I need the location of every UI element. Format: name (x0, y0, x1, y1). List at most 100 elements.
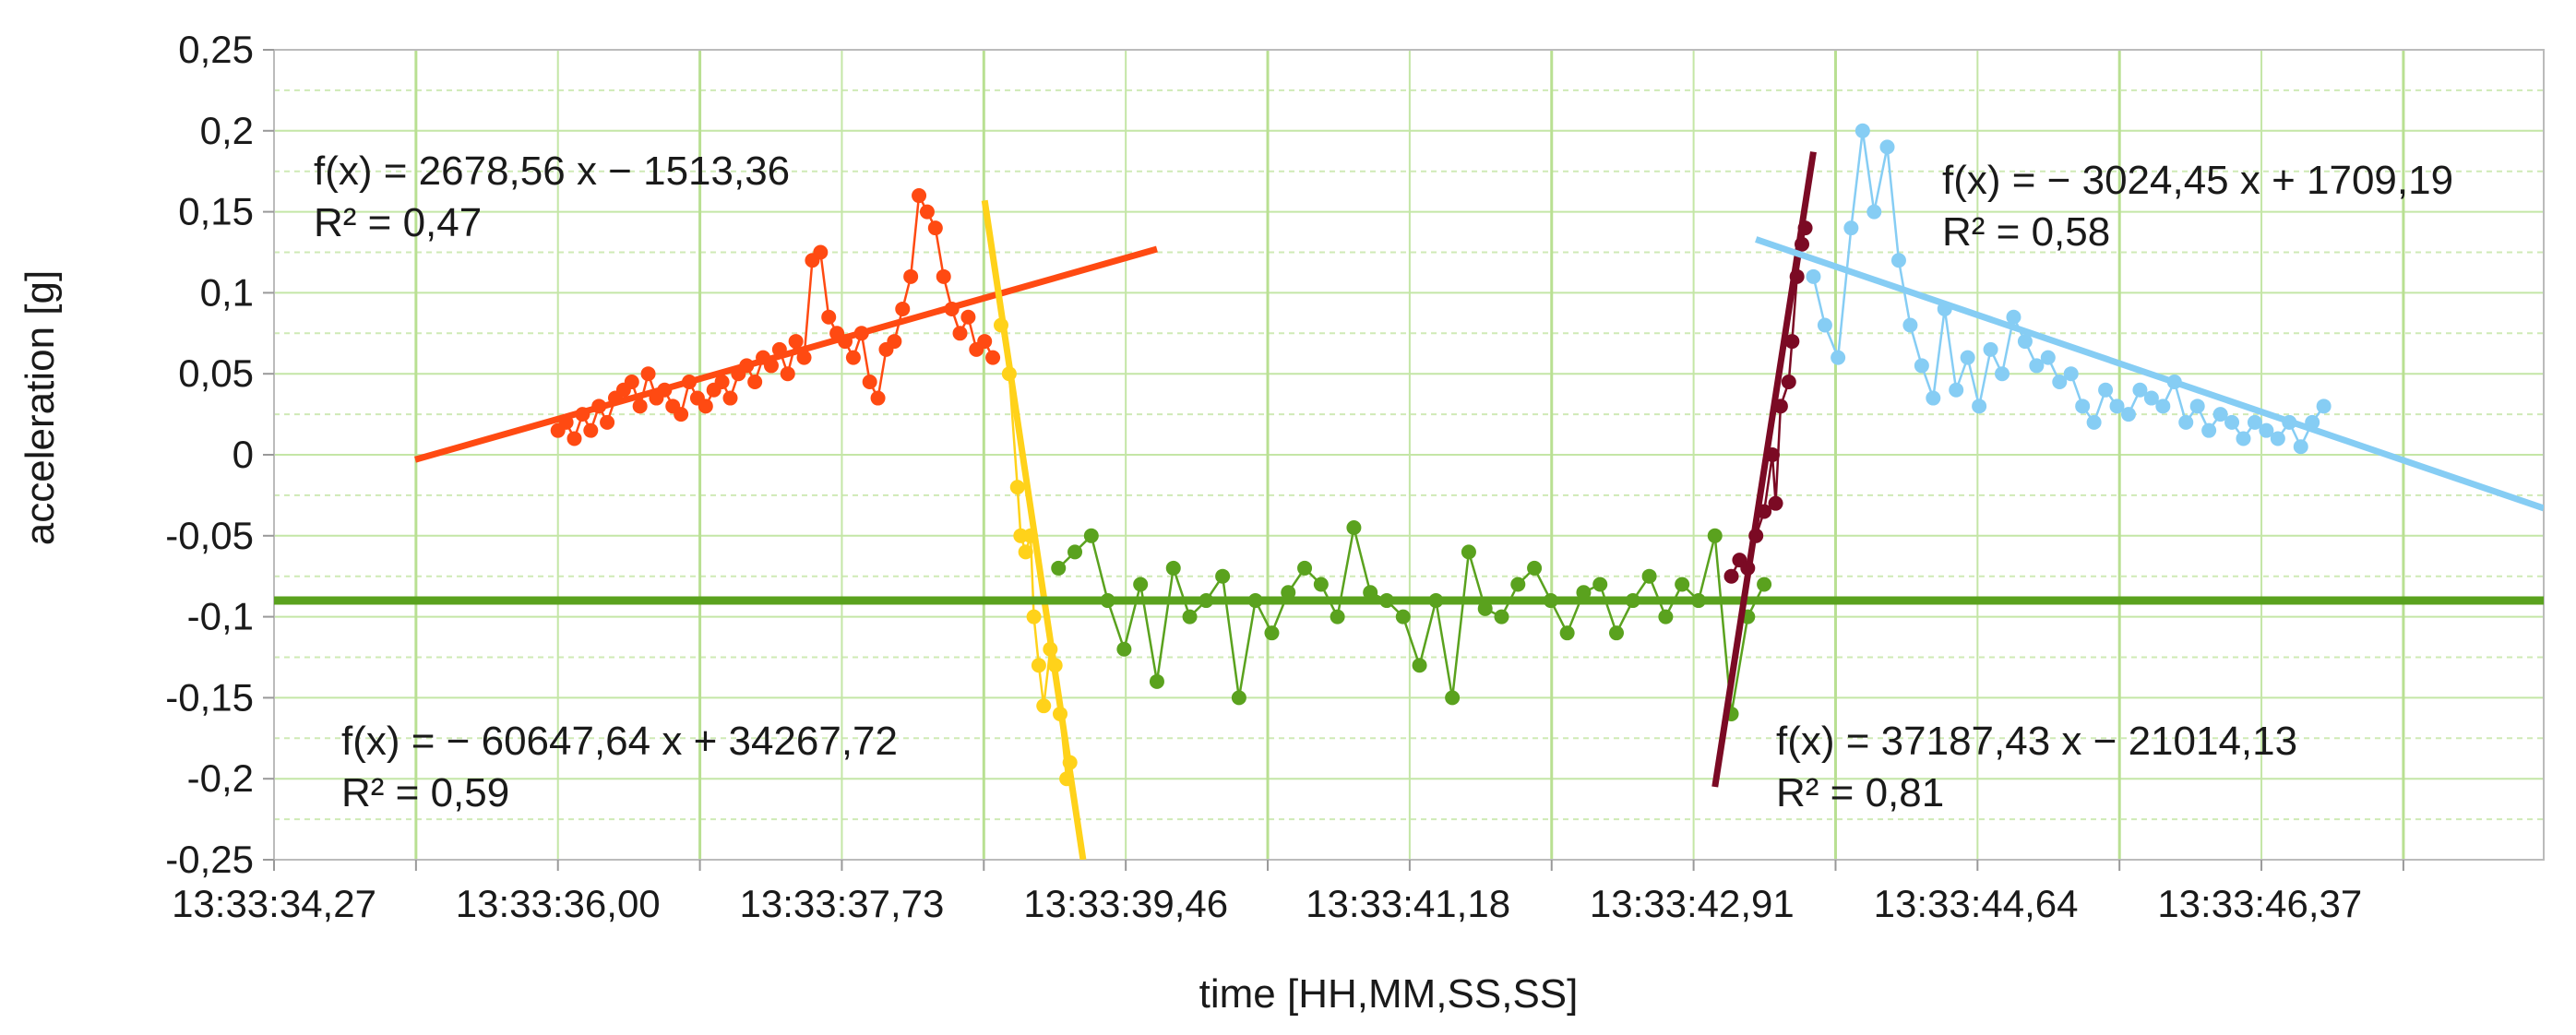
data-point (1264, 625, 1280, 641)
data-point (2052, 374, 2068, 389)
data-point (887, 334, 902, 350)
data-point (788, 334, 804, 350)
data-point (632, 399, 648, 414)
trendline (1755, 236, 2544, 512)
data-point (1843, 220, 1859, 236)
trendline (981, 199, 1087, 860)
y-tick-label: 0,25 (178, 28, 254, 71)
x-tick-label: 13:33:41,18 (1306, 882, 1510, 925)
data-point (1658, 609, 1674, 625)
data-point (1914, 358, 1929, 374)
data-point (862, 374, 877, 389)
data-point (2270, 431, 2285, 446)
data-point (1036, 698, 1052, 714)
x-axis-title: time [HH,MM,SS,SS] (1199, 971, 1579, 1017)
series-2 (1051, 520, 1772, 721)
x-tick-label: 13:33:44,64 (1874, 882, 2079, 925)
plot-frame (263, 49, 2545, 871)
data-point (2109, 399, 2125, 414)
data-point (1461, 544, 1476, 560)
data-point (1477, 601, 1493, 616)
y-tick-label: -0,25 (165, 838, 254, 881)
trendline (1711, 151, 1817, 788)
data-point (903, 268, 919, 284)
data-point (2017, 334, 2033, 350)
data-point (919, 204, 935, 220)
data-point (1723, 568, 1739, 584)
data-point (845, 350, 861, 365)
data-point (1960, 350, 1975, 365)
data-point (796, 350, 812, 365)
trendline (414, 245, 1158, 463)
data-point (714, 374, 730, 389)
data-point (2178, 414, 2194, 430)
data-point (722, 390, 738, 406)
data-point (1346, 520, 1362, 536)
data-point (1559, 625, 1575, 641)
trend-equation: f(x) = 37187,43 x − 21014,13 (1776, 719, 2297, 764)
trend-equation: f(x) = − 3024,45 x + 1709,19 (1942, 158, 2453, 203)
data-point (2143, 390, 2159, 406)
data-point (2212, 407, 2228, 422)
data-point (2098, 382, 2114, 398)
y-tick-label: -0,15 (165, 675, 254, 719)
data-point (1527, 560, 1543, 576)
data-point (2247, 414, 2262, 430)
data-point (1592, 577, 1608, 592)
data-point (1757, 577, 1772, 592)
data-point (2293, 439, 2308, 455)
series-3 (1723, 220, 1813, 584)
data-point (566, 431, 582, 446)
data-point (698, 399, 713, 414)
series-4 (1806, 123, 2332, 455)
x-tick-label: 13:33:34,27 (172, 882, 376, 925)
data-point (2189, 399, 2205, 414)
x-tick-label: 13:33:37,73 (740, 882, 945, 925)
data-point (1707, 528, 1723, 543)
data-point (1995, 366, 2010, 382)
data-point (1215, 568, 1231, 584)
data-point (870, 390, 886, 406)
data-point (1018, 544, 1033, 560)
data-point (1009, 480, 1025, 495)
data-point (1116, 641, 1132, 657)
data-point (1051, 560, 1067, 576)
y-tick-label: -0,2 (187, 756, 254, 800)
x-tick-labels: 13:33:34,27 13:33:36,00 13:33:37,73 13:33:3… (172, 882, 2362, 925)
data-point (2259, 422, 2274, 438)
series-line (1057, 527, 1766, 715)
x-tick-label: 13:33:42,91 (1590, 882, 1795, 925)
data-point (1083, 528, 1099, 543)
data-point (1866, 204, 1882, 220)
data-point (1854, 123, 1870, 138)
data-point (927, 220, 943, 236)
data-point (1313, 577, 1329, 592)
data-point (2224, 414, 2240, 430)
y-tick-label: 0,05 (178, 351, 254, 395)
data-point (2132, 382, 2148, 398)
data-point (2075, 399, 2091, 414)
data-point (1949, 382, 1964, 398)
data-point (1165, 560, 1181, 576)
data-point (1675, 577, 1690, 592)
trend-equation: f(x) = 2678,56 x − 1513,36 (314, 149, 790, 194)
data-point (912, 188, 927, 204)
data-point (821, 309, 837, 325)
data-point (1067, 544, 1083, 560)
data-point (2201, 422, 2217, 438)
data-point (1412, 658, 1427, 673)
data-point (2040, 350, 2056, 365)
trend-r-squared: R² = 0,47 (314, 200, 482, 245)
data-point (1231, 690, 1246, 706)
data-point (2006, 309, 2021, 325)
data-point (1784, 334, 1800, 350)
data-point (2155, 399, 2171, 414)
data-point (640, 366, 656, 382)
data-point (1445, 690, 1461, 706)
equation-annotations: f(x) = 2678,56 x − 1513,36 R² = 0,47 f(x) … (314, 149, 2453, 815)
data-point (1149, 673, 1164, 689)
x-tick-label: 13:33:36,00 (456, 882, 661, 925)
trend-r-squared: R² = 0,58 (1942, 209, 2110, 255)
data-point (952, 326, 968, 341)
